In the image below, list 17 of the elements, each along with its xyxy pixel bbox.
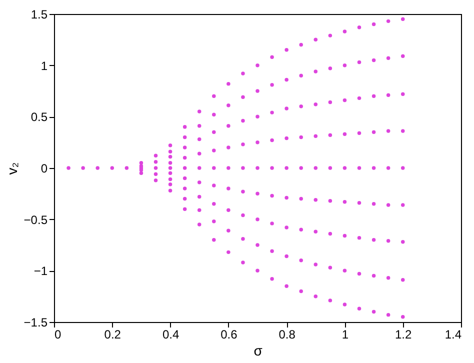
x-axis-title: σ: [254, 342, 263, 358]
y-axis-title: v₂: [4, 162, 20, 175]
y-tick-label: −1: [34, 264, 48, 278]
y-tick-label: 0: [40, 162, 48, 176]
x-tick-label: 0.4: [162, 328, 180, 342]
y-tick-label: −0.5: [24, 212, 48, 227]
x-tick-label: 0.8: [278, 328, 296, 342]
x-tick-label: 0: [54, 328, 62, 342]
x-tick-label: 1.4: [444, 328, 462, 342]
x-tick-label: 0.6: [220, 328, 238, 342]
y-tick-label: 1.5: [30, 8, 48, 22]
y-tick-label: 1: [40, 58, 48, 73]
y-tick-label: −1.5: [24, 316, 48, 330]
x-tick-label: 0.2: [104, 328, 122, 342]
x-tick-label: 1.2: [395, 328, 412, 342]
x-tick-label: 1: [342, 328, 349, 342]
y-tick-label: 0.5: [30, 110, 48, 124]
